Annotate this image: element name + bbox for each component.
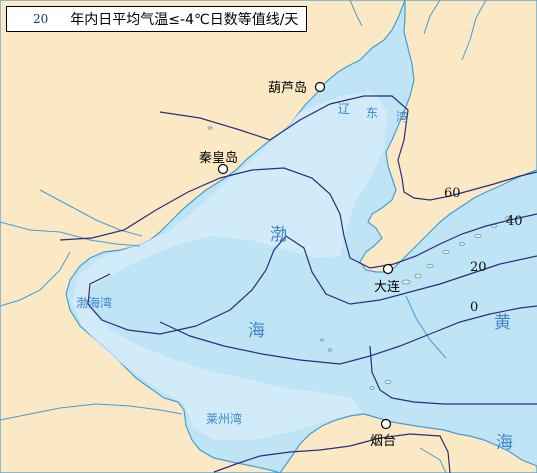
bohai-shelf xyxy=(72,92,388,440)
legend: 20 年内日平均气温≤-4℃日数等值线/天 xyxy=(6,6,308,32)
land-liaodong xyxy=(359,0,537,273)
rivers xyxy=(0,0,487,473)
sea-label-bohai-hai: 海 xyxy=(248,321,265,341)
city-label-qinhuangdao: 秦皇岛 xyxy=(199,151,239,166)
isoline-south xyxy=(369,345,537,405)
land-shandong xyxy=(279,413,537,473)
city-label-huludao: 葫芦岛 xyxy=(268,81,308,96)
sea-label-laizhouwan: 莱州湾 xyxy=(206,412,243,426)
islands xyxy=(207,126,511,390)
city-marker-yantai xyxy=(380,418,392,430)
city-marker-dalian xyxy=(382,263,394,275)
isoline-20 xyxy=(87,235,537,335)
legend-text: 年内日平均气温≤-4℃日数等值线/天 xyxy=(70,12,299,28)
isoline-label-20: 20 xyxy=(470,260,487,275)
city-marker-qinhuangdao xyxy=(217,163,229,175)
city-marker-huludao xyxy=(314,81,326,93)
sea-label-wan: 湾 xyxy=(396,110,409,124)
sea-label-bo: 渤 xyxy=(270,225,287,245)
isoline-north-60b xyxy=(159,95,409,179)
legend-sample-value: 20 xyxy=(33,12,49,26)
sea-label-huang-hai: 海 xyxy=(496,433,513,453)
sea-label-liao: 辽 xyxy=(338,102,351,116)
isolines xyxy=(59,95,537,473)
city-label-dalian: 大连 xyxy=(374,280,401,295)
isoline-label-0: 0 xyxy=(470,300,479,315)
sea-label-huang: 黄 xyxy=(494,313,511,333)
isoline-bottom xyxy=(213,433,451,473)
city-markers xyxy=(217,81,394,430)
isoline-60 xyxy=(401,171,537,201)
sea-label-dong: 东 xyxy=(366,106,379,120)
sea-label-bohaiwan: 渤海湾 xyxy=(76,296,113,310)
city-label-yantai: 烟台 xyxy=(370,434,397,449)
isoline-label-40: 40 xyxy=(506,214,523,229)
isoline-label-60: 60 xyxy=(444,186,461,201)
isoline-0 xyxy=(159,305,537,365)
isoline-40 xyxy=(59,167,537,269)
